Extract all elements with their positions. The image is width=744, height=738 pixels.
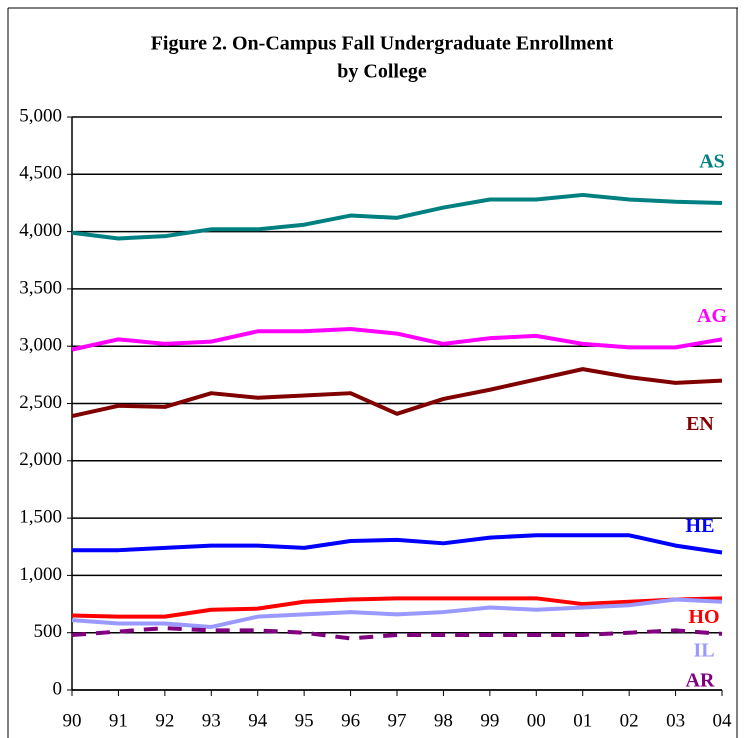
series-line xyxy=(71,192,723,241)
series-label: HE xyxy=(686,515,715,537)
y-tick-label: 0 xyxy=(53,678,63,699)
series-line xyxy=(71,597,723,629)
series-line xyxy=(71,596,723,619)
y-tick-label: 3,000 xyxy=(19,335,62,356)
series-label: EN xyxy=(686,413,714,435)
series-label: HO xyxy=(688,606,719,628)
x-tick-label: 95 xyxy=(295,710,314,731)
y-tick-label: 5,000 xyxy=(19,105,62,126)
x-tick-label: 99 xyxy=(480,710,499,731)
x-tick-label: 97 xyxy=(388,710,407,731)
x-tick-label: 04 xyxy=(713,710,733,731)
y-tick-label: 1,500 xyxy=(19,506,62,527)
y-tick-label: 2,000 xyxy=(19,449,62,470)
y-tick-label: 1,000 xyxy=(19,564,62,585)
x-tick-label: 92 xyxy=(155,710,174,731)
x-tick-label: 94 xyxy=(248,710,268,731)
x-tick-label: 98 xyxy=(434,710,453,731)
series-label: IL xyxy=(693,639,714,661)
series-line xyxy=(71,327,723,352)
x-tick-label: 96 xyxy=(341,710,360,731)
series-line xyxy=(72,533,723,555)
chart-title: Figure 2. On-Campus Fall Undergraduate E… xyxy=(151,33,614,55)
x-tick-label: 01 xyxy=(573,710,592,731)
y-tick-label: 4,000 xyxy=(19,220,62,241)
series-label: AR xyxy=(686,669,715,691)
chart-title: by College xyxy=(337,61,427,83)
y-tick-label: 2,500 xyxy=(19,392,62,413)
x-tick-label: 00 xyxy=(527,710,546,731)
y-tick-label: 4,500 xyxy=(19,163,62,184)
x-tick-label: 91 xyxy=(109,710,128,731)
y-tick-label: 3,500 xyxy=(19,277,62,298)
series-label: AS xyxy=(699,151,725,173)
y-tick-label: 500 xyxy=(34,621,63,642)
x-tick-label: 03 xyxy=(666,710,685,731)
series-label: AG xyxy=(697,305,727,327)
x-tick-label: 90 xyxy=(63,710,82,731)
x-tick-label: 93 xyxy=(202,710,221,731)
series-line xyxy=(71,626,723,641)
x-tick-label: 02 xyxy=(620,710,639,731)
series-line xyxy=(71,367,723,419)
